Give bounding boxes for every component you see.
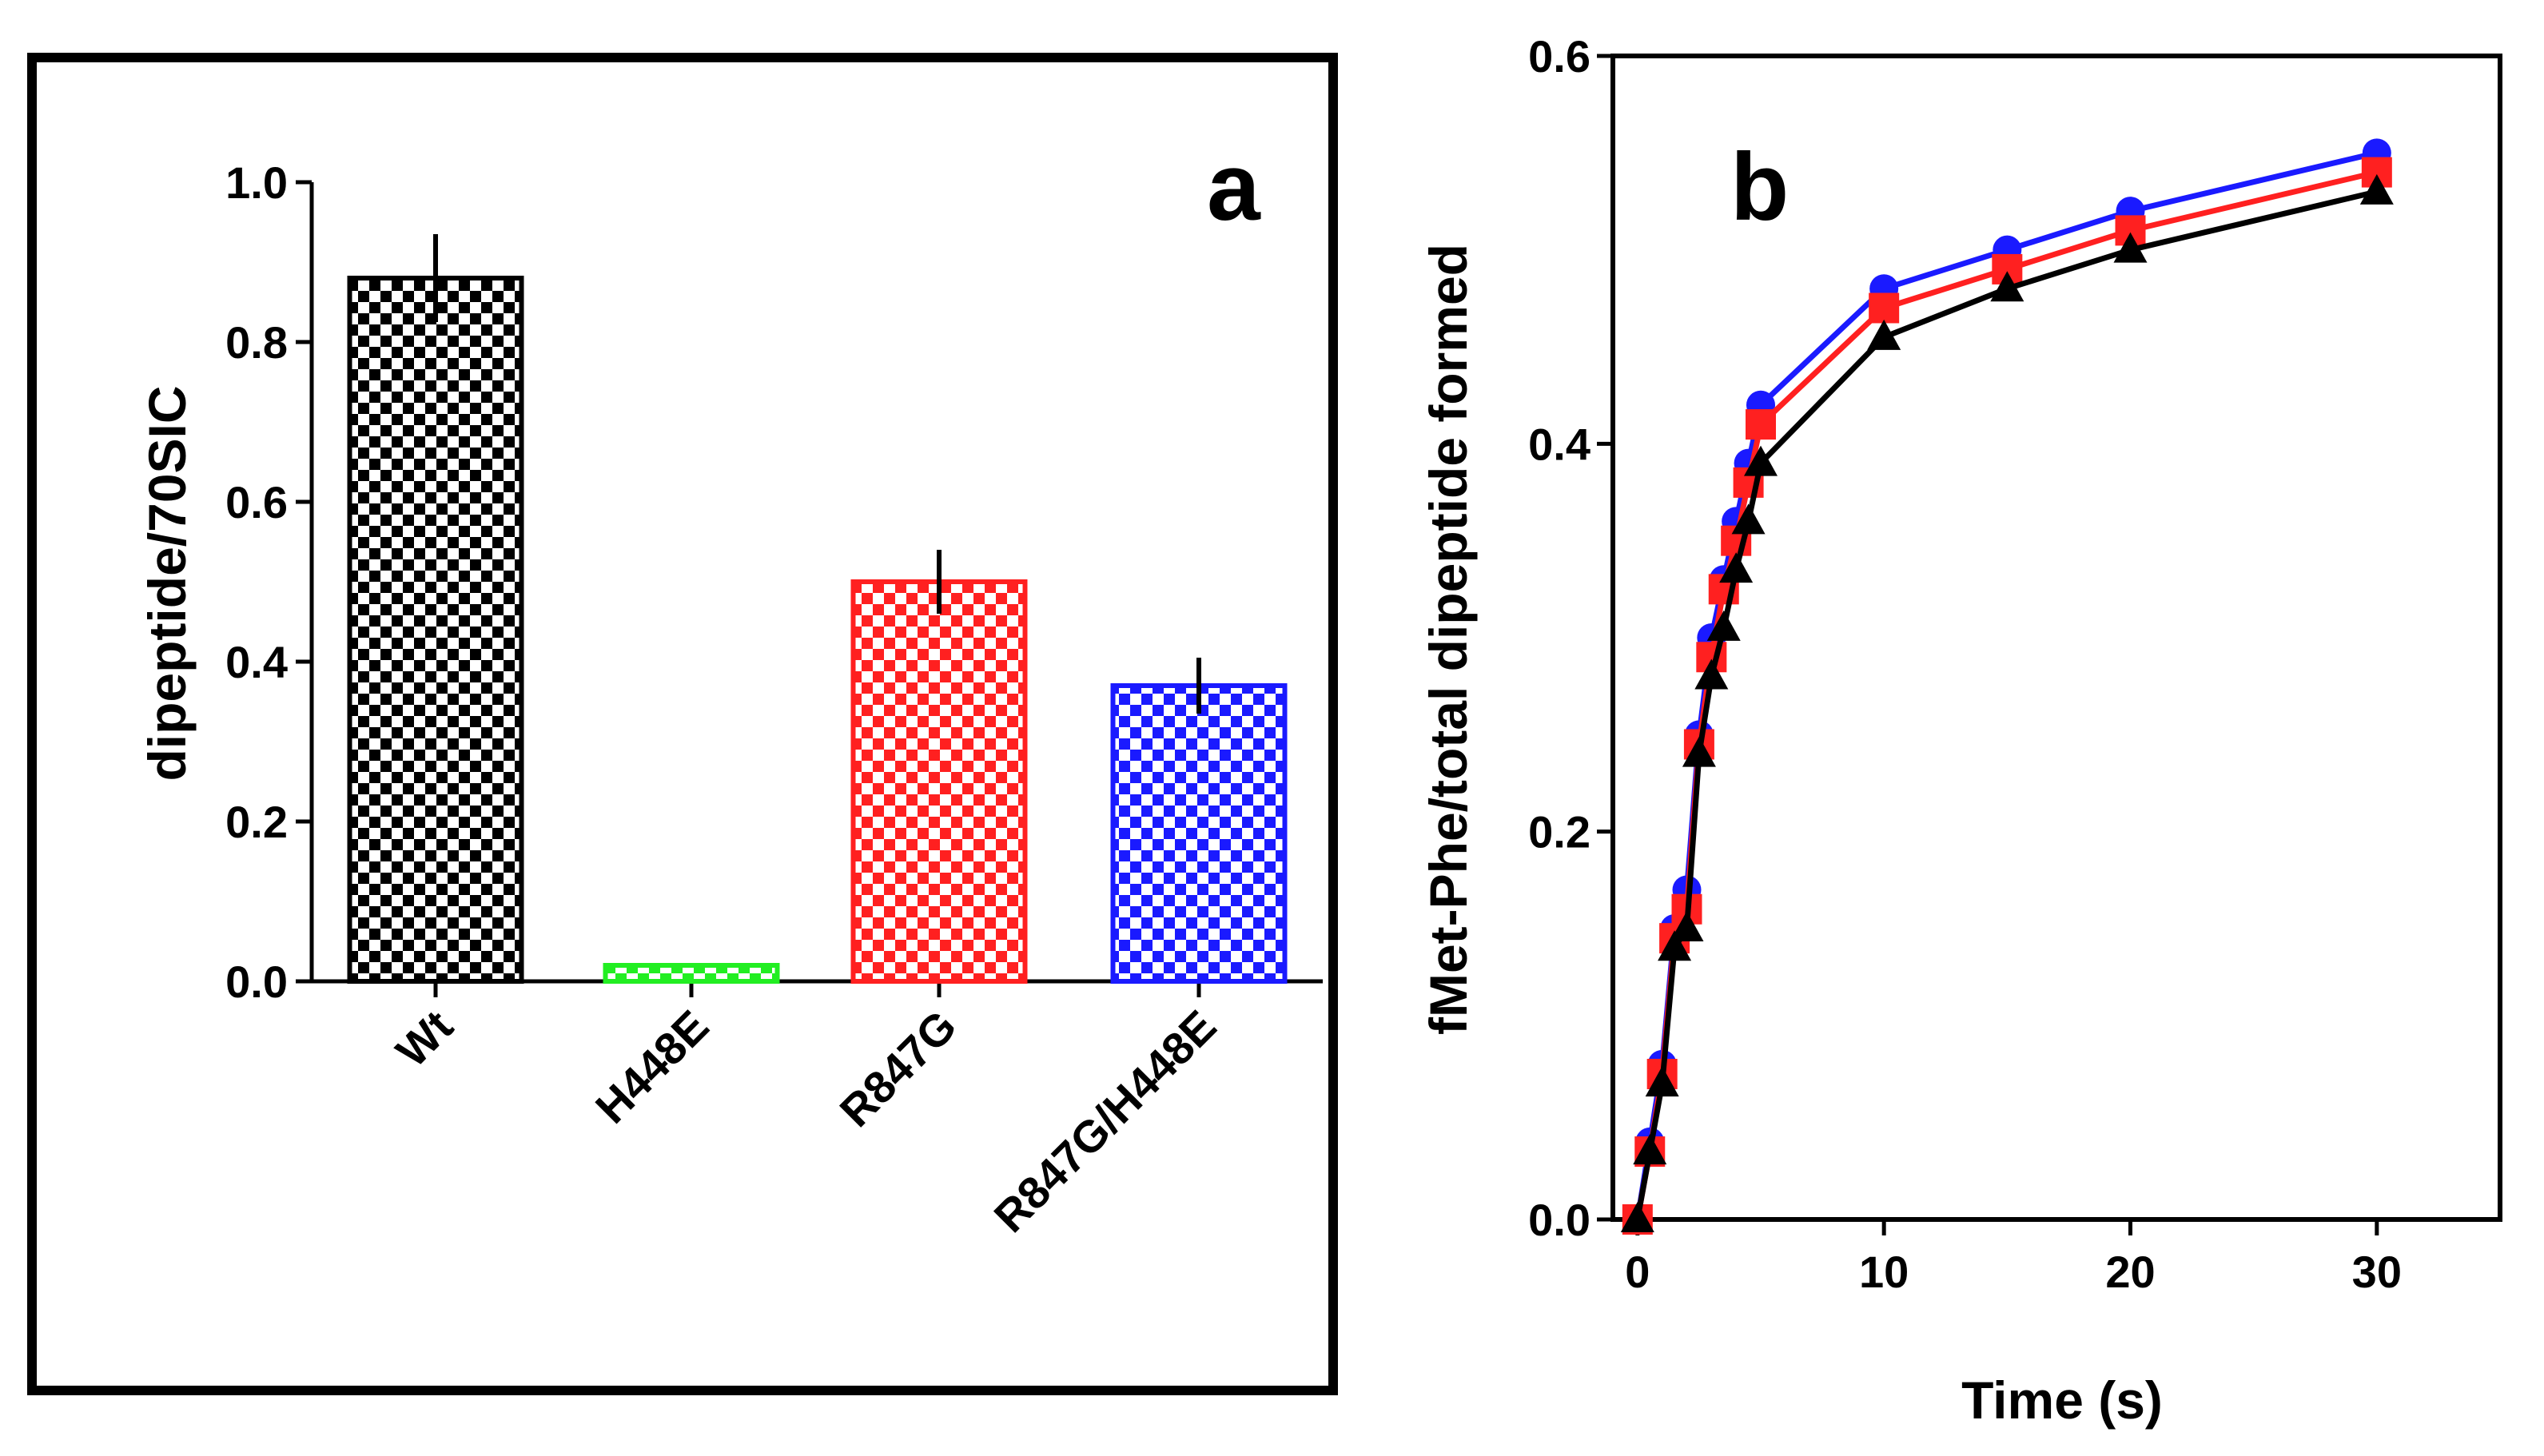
panel-b-point <box>1682 736 1716 767</box>
panel-b-letter: b <box>1730 133 1789 241</box>
panel-b-series-circle <box>1622 138 2391 1234</box>
panel-a-letter: a <box>1207 133 1261 241</box>
panel-a-y-axis-title: dipeptide/70SIC <box>137 385 197 781</box>
panel-a-bar <box>1110 683 1288 984</box>
panel-b-x-axis-title: Time (s) <box>1961 1370 2163 1430</box>
panel-a-category-label: Wt <box>386 1001 462 1076</box>
panel-b-line-chart: b fMet-Phe/total dipeptide formed Time (… <box>1419 31 2502 1430</box>
panel-b-point <box>1706 610 1741 641</box>
panel-b-point <box>1731 503 1766 535</box>
panel-b-series-triangle <box>1620 173 2394 1232</box>
panel-b-point <box>1719 552 1754 583</box>
panel-b-point <box>1645 1066 1679 1097</box>
panel-b-x-tick-label: 30 <box>2352 1247 2402 1297</box>
panel-a-category-label: R847G <box>830 1001 965 1136</box>
panel-a-y-tick-label: 0.4 <box>225 637 288 687</box>
panel-a-bar <box>347 276 524 984</box>
panel-a-bar <box>850 579 1028 984</box>
panel-a-frame <box>27 53 1338 1395</box>
panel-b-point <box>1746 409 1776 440</box>
panel-b-point <box>1670 911 1704 941</box>
panel-b-point <box>1694 658 1729 690</box>
panel-a-category-label: R847G/H448E <box>984 1001 1225 1242</box>
panel-a-bar-chart: a dipeptide/70SIC 0.0 0.2 0.4 0.6 0.8 1.0 Wt H4… <box>27 53 1338 1395</box>
panel-a-y-tick-label: 0.0 <box>225 957 288 1007</box>
panel-a-y-tick-label: 0.8 <box>225 317 288 368</box>
panel-a-bar <box>603 963 780 984</box>
panel-b-y-tick-label: 0.6 <box>1528 31 1590 82</box>
panel-b-point <box>2113 232 2148 263</box>
panel-b-frame <box>1610 54 2502 1222</box>
panel-b-point <box>1620 1202 1654 1232</box>
panel-a-category-label: H448E <box>586 1001 719 1133</box>
panel-b-series-square <box>1622 157 2392 1235</box>
panel-b-point <box>1990 271 2024 302</box>
panel-a-y-tick-label: 1.0 <box>225 157 288 208</box>
panel-b-series-line <box>1634 189 2378 1220</box>
panel-b-y-tick-label: 0.2 <box>1528 807 1590 857</box>
panel-b-series <box>1620 138 2394 1235</box>
panel-b-point <box>1658 930 1692 961</box>
panel-b-axes: 0.0 0.2 0.4 0.6 0 10 20 30 <box>1528 31 2402 1297</box>
panel-b-point <box>1744 445 1778 476</box>
panel-b-x-tick-label: 10 <box>1859 1247 1909 1297</box>
panel-b-y-tick-label: 0.0 <box>1528 1195 1590 1245</box>
panel-b-point <box>1633 1134 1667 1165</box>
panel-b-point <box>1869 292 1900 324</box>
panel-b-point <box>2359 173 2394 205</box>
panel-b-x-tick-label: 0 <box>1625 1247 1650 1297</box>
panel-b-y-tick-label: 0.4 <box>1528 419 1590 469</box>
panel-a-y-tick-label: 0.2 <box>225 797 288 847</box>
panel-b-point <box>1867 319 1901 350</box>
panel-b-series-line <box>1634 149 2378 1220</box>
panel-b-y-axis-title: fMet-Phe/total dipeptide formed <box>1419 244 1478 1035</box>
panel-b-x-tick-label: 20 <box>2105 1247 2155 1297</box>
panel-a-bars <box>347 234 1288 984</box>
panel-b-series-line <box>1634 169 2378 1220</box>
panel-a-y-tick-label: 0.6 <box>225 477 288 527</box>
